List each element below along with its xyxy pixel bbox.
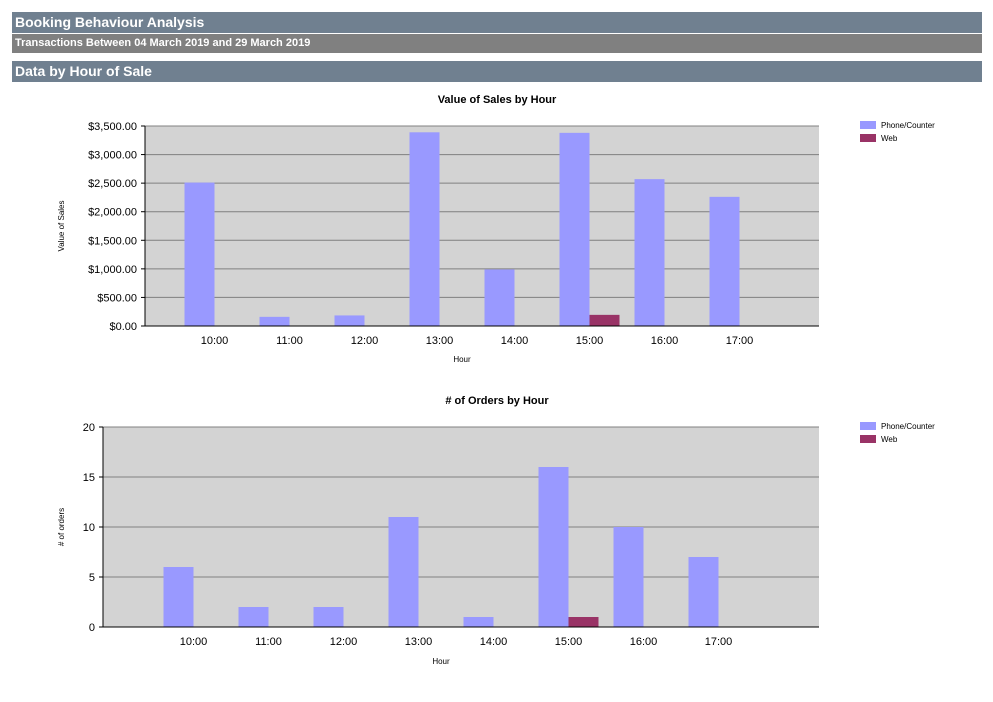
sales-bar-phone-counter-1000: [184, 182, 215, 326]
sales-x-tick-label: 10:00: [201, 335, 229, 347]
sales-bar-web-1500: [589, 314, 620, 326]
report-title: Booking Behaviour Analysis: [12, 12, 982, 33]
orders-legend-label-web: Web: [881, 435, 898, 444]
orders-x-tick-label: 11:00: [255, 636, 282, 648]
orders-y-tick-label: 20: [83, 422, 95, 434]
sales-y-tick-label: $3,000.00: [88, 150, 137, 162]
sales-bar-phone-counter-1300: [409, 132, 440, 326]
orders-x-tick-label: 15:00: [555, 636, 583, 648]
report-subtitle: Transactions Between 04 March 2019 and 2…: [12, 34, 982, 53]
orders-legend-swatch-phone-counter: [860, 422, 876, 430]
sales-y-tick-label: $2,500.00: [88, 178, 137, 190]
sales-legend-label-phone-counter: Phone/Counter: [881, 121, 935, 130]
sales-bar-phone-counter-1600: [634, 179, 665, 326]
sales-x-tick-label: 12:00: [351, 335, 379, 347]
orders-y-tick-label: 0: [89, 622, 95, 634]
sales-bar-phone-counter-1500: [559, 132, 590, 326]
sales-bar-phone-counter-1100: [259, 316, 290, 326]
orders-x-tick-label: 13:00: [405, 636, 433, 648]
orders-x-tick-label: 17:00: [705, 636, 733, 648]
sales-plot-area: [145, 126, 819, 326]
sales-y-tick-label: $2,000.00: [88, 207, 137, 219]
orders-y-axis-label: # of orders: [57, 508, 66, 546]
orders-bar-web-1500: [568, 617, 599, 627]
sales-x-axis-label: Hour: [453, 355, 471, 364]
orders-y-tick-label: 15: [83, 472, 95, 484]
sales-x-tick-label: 16:00: [651, 335, 679, 347]
orders-legend-swatch-web: [860, 435, 876, 443]
orders-y-tick-label: 5: [89, 572, 95, 584]
sales-y-tick-label: $3,500.00: [88, 121, 137, 133]
sales-x-tick-label: 11:00: [276, 335, 303, 347]
sales-chart-title: Value of Sales by Hour: [438, 94, 557, 106]
sales-y-axis-label: Value of Sales: [57, 201, 66, 252]
orders-bar-phone-counter-1000: [163, 567, 194, 627]
sales-legend-swatch-phone-counter: [860, 121, 876, 129]
sales-x-tick-label: 17:00: [726, 335, 754, 347]
orders-x-tick-label: 16:00: [630, 636, 658, 648]
orders-x-tick-label: 12:00: [330, 636, 358, 648]
section-title: Data by Hour of Sale: [12, 61, 982, 82]
orders-legend-label-phone-counter: Phone/Counter: [881, 422, 935, 431]
sales-x-tick-label: 15:00: [576, 335, 604, 347]
orders-x-axis-label: Hour: [432, 657, 450, 666]
sales-x-tick-label: 14:00: [501, 335, 529, 347]
orders-x-tick-label: 10:00: [180, 636, 208, 648]
orders-y-tick-label: 10: [83, 522, 95, 534]
orders-bar-phone-counter-1500: [538, 467, 569, 627]
orders-bar-phone-counter-1600: [613, 527, 644, 627]
orders-bar-phone-counter-1700: [688, 557, 719, 627]
sales-legend-label-web: Web: [881, 134, 898, 143]
orders-bar-phone-counter-1100: [238, 607, 269, 627]
sales-bar-phone-counter-1400: [484, 269, 515, 326]
sales-y-tick-label: $1,000.00: [88, 264, 137, 276]
orders-bar-phone-counter-1300: [388, 517, 419, 627]
sales-x-tick-label: 13:00: [426, 335, 454, 347]
sales-legend-swatch-web: [860, 134, 876, 142]
sales-y-tick-label: $1,500.00: [88, 235, 137, 247]
orders-x-tick-label: 14:00: [480, 636, 508, 648]
sales-y-tick-label: $0.00: [109, 321, 137, 333]
sales-bar-phone-counter-1700: [709, 196, 740, 326]
sales-y-tick-label: $500.00: [97, 292, 137, 304]
orders-chart-title: # of Orders by Hour: [445, 395, 549, 407]
sales-bar-phone-counter-1200: [334, 315, 365, 326]
orders-bar-phone-counter-1200: [313, 607, 344, 627]
orders-bar-phone-counter-1400: [463, 617, 494, 627]
